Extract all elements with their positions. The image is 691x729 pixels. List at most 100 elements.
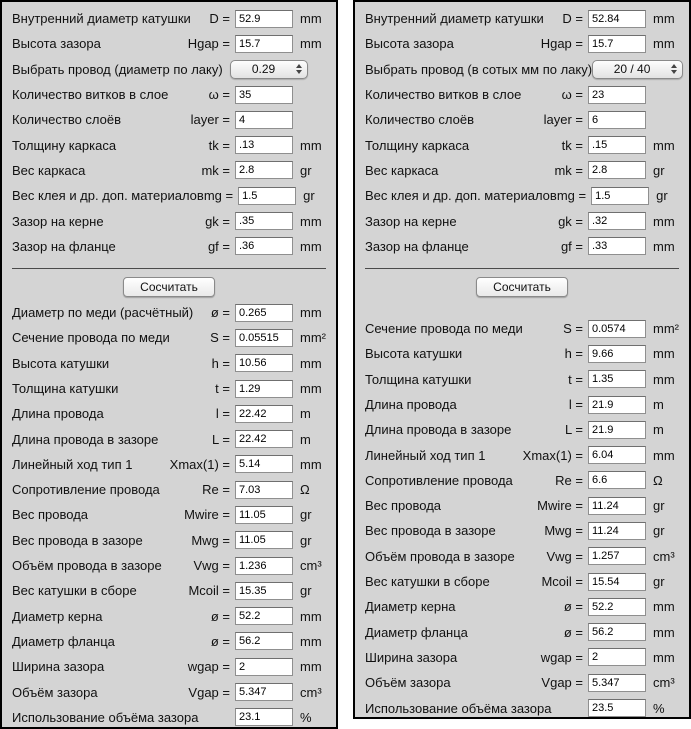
wire-select-row: Выбрать провод (диаметр по лаку) 0.29: [2, 57, 336, 82]
value-input[interactable]: [588, 623, 646, 642]
field-symbol: Vwg =: [546, 548, 584, 564]
field-row: Количество витков в слое ω =: [2, 82, 336, 107]
value-input[interactable]: [588, 597, 646, 616]
unit-label: mm: [300, 11, 322, 27]
value-input[interactable]: [588, 521, 646, 540]
value-input[interactable]: [588, 446, 646, 465]
value-input[interactable]: [235, 657, 293, 676]
field-row: Длина провода в зазоре L = m: [355, 417, 689, 442]
field-label: Количество слоёв: [365, 112, 475, 128]
unit-label: m: [653, 422, 664, 438]
value-input[interactable]: [235, 110, 293, 129]
field-row: Количество слоёв layer =: [2, 107, 336, 132]
value-input[interactable]: [235, 34, 293, 53]
wire-select-value: 0.29: [251, 62, 276, 77]
field-symbol: ø =: [210, 608, 230, 624]
unit-label: m: [300, 431, 311, 447]
value-input[interactable]: [588, 34, 646, 53]
field-row: Длина провода l = m: [355, 392, 689, 417]
field-row: Объём провода в зазоре Vwg = cm³: [2, 553, 336, 578]
value-input[interactable]: [238, 186, 297, 205]
value-input[interactable]: [588, 237, 646, 256]
value-input[interactable]: [235, 237, 293, 256]
calculate-button[interactable]: Сосчитать: [476, 276, 568, 297]
value-input[interactable]: [235, 581, 293, 600]
value-input[interactable]: [235, 480, 293, 499]
field-symbol: ø =: [210, 305, 230, 321]
field-row: Сечение провода по меди S = mm²: [2, 325, 336, 350]
field-label: Использование объёма зазора: [12, 709, 199, 725]
calculate-button[interactable]: Сосчитать: [123, 276, 215, 297]
field-label: Диаметр керна: [12, 608, 103, 624]
value-input[interactable]: [235, 85, 293, 104]
value-input[interactable]: [588, 161, 646, 180]
value-input[interactable]: [235, 328, 293, 347]
unit-label: mm: [300, 238, 322, 254]
stepper-icon: [296, 64, 302, 75]
value-input[interactable]: [588, 471, 646, 490]
field-row: Длина провода l = m: [2, 401, 336, 426]
value-input[interactable]: [235, 531, 293, 550]
value-input[interactable]: [588, 648, 646, 667]
unit-label: cm³: [653, 548, 675, 564]
field-symbol: Vgap =: [541, 675, 583, 691]
field-row: Использование объёма зазора%: [2, 705, 336, 727]
field-row: Количество слоёв layer =: [355, 107, 689, 132]
wire-select[interactable]: 20 / 40: [592, 59, 683, 79]
value-input[interactable]: [235, 505, 293, 524]
value-input[interactable]: [235, 708, 293, 727]
value-input[interactable]: [591, 186, 650, 205]
unit-label: mm: [653, 447, 675, 463]
value-input[interactable]: [588, 572, 646, 591]
value-input[interactable]: [235, 9, 293, 28]
divider: [12, 267, 326, 269]
field-symbol: mk =: [554, 162, 583, 178]
value-input[interactable]: [235, 430, 293, 449]
value-input[interactable]: [588, 673, 646, 692]
value-input[interactable]: [588, 547, 646, 566]
value-input[interactable]: [588, 9, 646, 28]
value-input[interactable]: [235, 404, 293, 423]
value-input[interactable]: [588, 319, 646, 338]
field-label: Использование объёма зазора: [365, 700, 552, 716]
value-input[interactable]: [235, 632, 293, 651]
field-symbol: Mwg =: [544, 523, 583, 539]
field-row: Толщину каркаса tk = mm: [355, 132, 689, 157]
value-input[interactable]: [235, 136, 293, 155]
field-label: Вес провода в зазоре: [365, 523, 496, 539]
field-symbol: gf =: [207, 238, 230, 254]
value-input[interactable]: [235, 161, 293, 180]
value-input[interactable]: [588, 395, 646, 414]
unit-label: mm: [300, 456, 322, 472]
field-symbol: S =: [210, 330, 230, 346]
value-input[interactable]: [235, 379, 293, 398]
value-input[interactable]: [588, 136, 646, 155]
value-input[interactable]: [588, 699, 646, 717]
value-input[interactable]: [235, 212, 293, 231]
value-input[interactable]: [588, 496, 646, 515]
unit-label: m: [653, 397, 664, 412]
value-input[interactable]: [588, 370, 646, 389]
value-input[interactable]: [588, 212, 646, 231]
value-input[interactable]: [235, 303, 293, 322]
unit-label: mm: [300, 355, 322, 371]
value-input[interactable]: [588, 420, 646, 439]
field-row: Высота зазора Hgap = mm: [355, 31, 689, 56]
wire-select[interactable]: 0.29: [230, 59, 308, 79]
value-input[interactable]: [235, 354, 293, 373]
value-input[interactable]: [235, 455, 293, 474]
field-label: Объём провода в зазоре: [365, 548, 515, 564]
value-input[interactable]: [235, 556, 293, 575]
unit-label: mm: [300, 633, 322, 649]
value-input[interactable]: [588, 85, 646, 104]
field-symbol: Mwire =: [537, 498, 583, 514]
unit-label: Ω: [653, 472, 663, 488]
value-input[interactable]: [588, 110, 646, 129]
value-input[interactable]: [235, 683, 293, 702]
value-input[interactable]: [588, 344, 646, 363]
value-input[interactable]: [235, 607, 293, 626]
field-label: Длина провода в зазоре: [12, 431, 159, 447]
field-label: Вес провода: [365, 498, 442, 514]
